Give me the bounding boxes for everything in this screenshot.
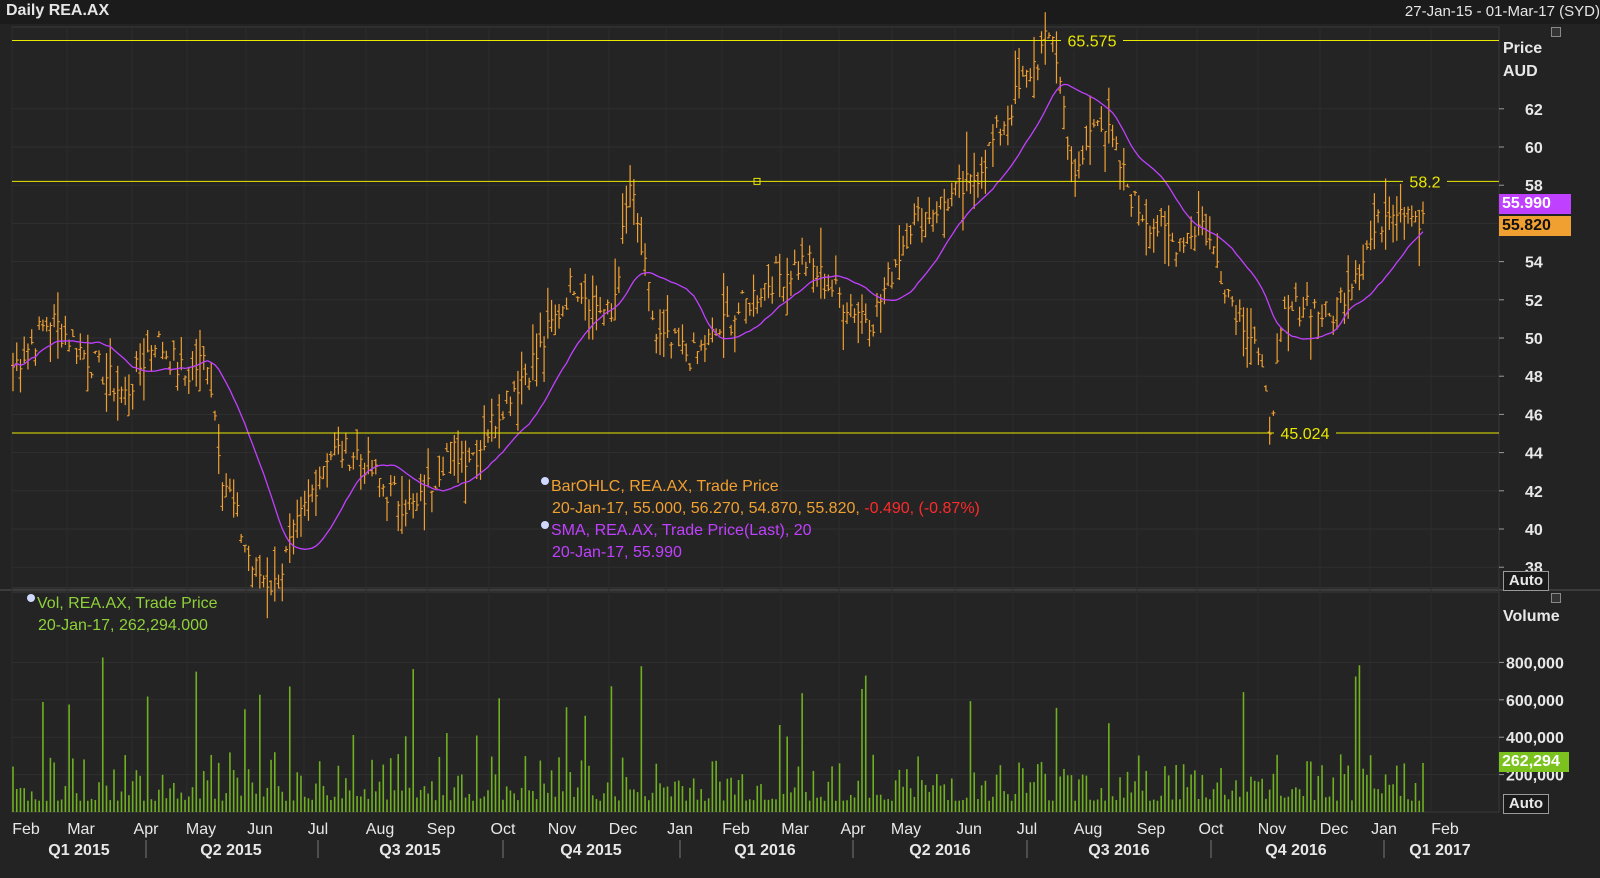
month-label: May	[891, 821, 921, 838]
sma-legend-title: SMA, REA.AX, Trade Price(Last), 20	[551, 522, 812, 539]
month-label: Jun	[247, 821, 273, 838]
quarter-label: Q2 2015	[200, 842, 261, 859]
price-tick-label: 58	[1525, 178, 1543, 195]
sma-legend-values: 20-Jan-17, 55.990	[552, 544, 682, 561]
volume-legend-title: Vol, REA.AX, Trade Price	[37, 595, 218, 612]
quarter-label: Q3 2015	[379, 842, 440, 859]
sma-value-tag: 55.990	[1499, 194, 1571, 214]
month-label: Feb	[12, 821, 40, 838]
month-label: Feb	[1431, 821, 1459, 838]
month-label: Oct	[491, 821, 516, 838]
quarter-label: Q3 2016	[1088, 842, 1149, 859]
last-price-tag: 55.820	[1499, 216, 1571, 236]
month-label: Apr	[134, 821, 160, 838]
price-axis-title: Price	[1503, 40, 1543, 57]
volume-legend: Vol, REA.AX, Trade Price 20-Jan-17, 262,…	[27, 593, 218, 637]
quarter-label: Q4 2016	[1265, 842, 1326, 859]
price-pane	[11, 26, 1500, 589]
price-pane-resize-icon[interactable]	[1551, 27, 1561, 37]
volume-tick-label: 600,000	[1506, 693, 1564, 710]
ohlc-legend-title: BarOHLC, REA.AX, Trade Price	[551, 478, 779, 495]
price-tick-label: 44	[1525, 446, 1543, 463]
price-tick-label: 50	[1525, 331, 1543, 348]
price-tick-label: 52	[1525, 293, 1543, 310]
legend-handle-icon[interactable]	[27, 594, 35, 602]
month-label: Aug	[366, 821, 394, 838]
quarter-label: Q2 2016	[909, 842, 970, 859]
quarter-label: Q4 2015	[560, 842, 621, 859]
month-label: Nov	[548, 821, 576, 838]
volume-bars	[12, 657, 1424, 812]
price-auto-scale-button[interactable]: Auto	[1503, 571, 1549, 591]
month-label: Jul	[1017, 821, 1037, 838]
month-label: Jul	[308, 821, 328, 838]
horizontal-line-label: 45.024	[1281, 426, 1330, 443]
month-label: Sep	[1137, 821, 1166, 838]
sma-line	[12, 83, 1424, 550]
month-label: Mar	[67, 821, 95, 838]
month-label: May	[186, 821, 216, 838]
legend-handle-icon[interactable]	[541, 521, 549, 529]
price-tick-label: 46	[1525, 407, 1543, 424]
price-tick-label: 48	[1525, 369, 1543, 386]
volume-value-tag: 262,294	[1499, 752, 1569, 772]
volume-auto-scale-button[interactable]: Auto	[1503, 794, 1549, 814]
quarter-label: Q1 2015	[48, 842, 109, 859]
volume-pane-resize-icon[interactable]	[1551, 593, 1561, 603]
legend-handle-icon[interactable]	[541, 477, 549, 485]
chart-title: Daily REA.AX	[6, 2, 110, 19]
date-range: 27-Jan-15 - 01-Mar-17 (SYD)	[1404, 3, 1600, 20]
horizontal-line-label-bg	[1274, 423, 1336, 444]
ohlc-legend-values: 20-Jan-17, 55.000, 56.270, 54.870, 55.82…	[552, 500, 860, 517]
month-label: Mar	[781, 821, 809, 838]
horizontal-line-label: 58.2	[1409, 174, 1440, 191]
horizontal-line-label-bg	[1403, 171, 1447, 192]
month-label: Sep	[427, 821, 456, 838]
quarter-label: Q1 2017	[1409, 842, 1470, 859]
price-tick-label: 54	[1525, 255, 1543, 272]
month-label: Dec	[609, 821, 637, 838]
ohlc-legend-change: -0.490, (-0.87%)	[864, 500, 980, 517]
month-label: Aug	[1074, 821, 1102, 838]
month-label: Dec	[1320, 821, 1348, 838]
month-label: Jun	[956, 821, 982, 838]
line-handle-icon	[753, 177, 761, 185]
ohlc-legend: BarOHLC, REA.AX, Trade Price 20-Jan-17, …	[541, 476, 980, 564]
month-label: Feb	[722, 821, 750, 838]
horizontal-line-label-bg	[1061, 30, 1123, 51]
month-label: Jan	[1371, 821, 1397, 838]
month-label: Jan	[667, 821, 693, 838]
volume-tick-label: 400,000	[1506, 730, 1564, 747]
ohlc-bars	[11, 12, 1425, 619]
price-tick-label: 60	[1525, 140, 1543, 157]
volume-pane	[11, 591, 1500, 813]
chart-header: Daily REA.AX 27-Jan-15 - 01-Mar-17 (SYD)	[0, 0, 1600, 24]
month-label: Apr	[841, 821, 867, 838]
price-tick-label: 62	[1525, 102, 1543, 119]
volume-tick-label: 800,000	[1506, 655, 1564, 672]
month-label: Oct	[1199, 821, 1224, 838]
price-tick-label: 42	[1525, 484, 1543, 501]
horizontal-line-label: 65.575	[1068, 34, 1117, 51]
month-label: Nov	[1258, 821, 1286, 838]
volume-axis-title: Volume	[1503, 608, 1560, 625]
price-tick-label: 40	[1525, 522, 1543, 539]
price-axis-unit: AUD	[1503, 63, 1538, 80]
quarter-label: Q1 2016	[734, 842, 795, 859]
volume-legend-values: 20-Jan-17, 262,294.000	[38, 617, 208, 634]
